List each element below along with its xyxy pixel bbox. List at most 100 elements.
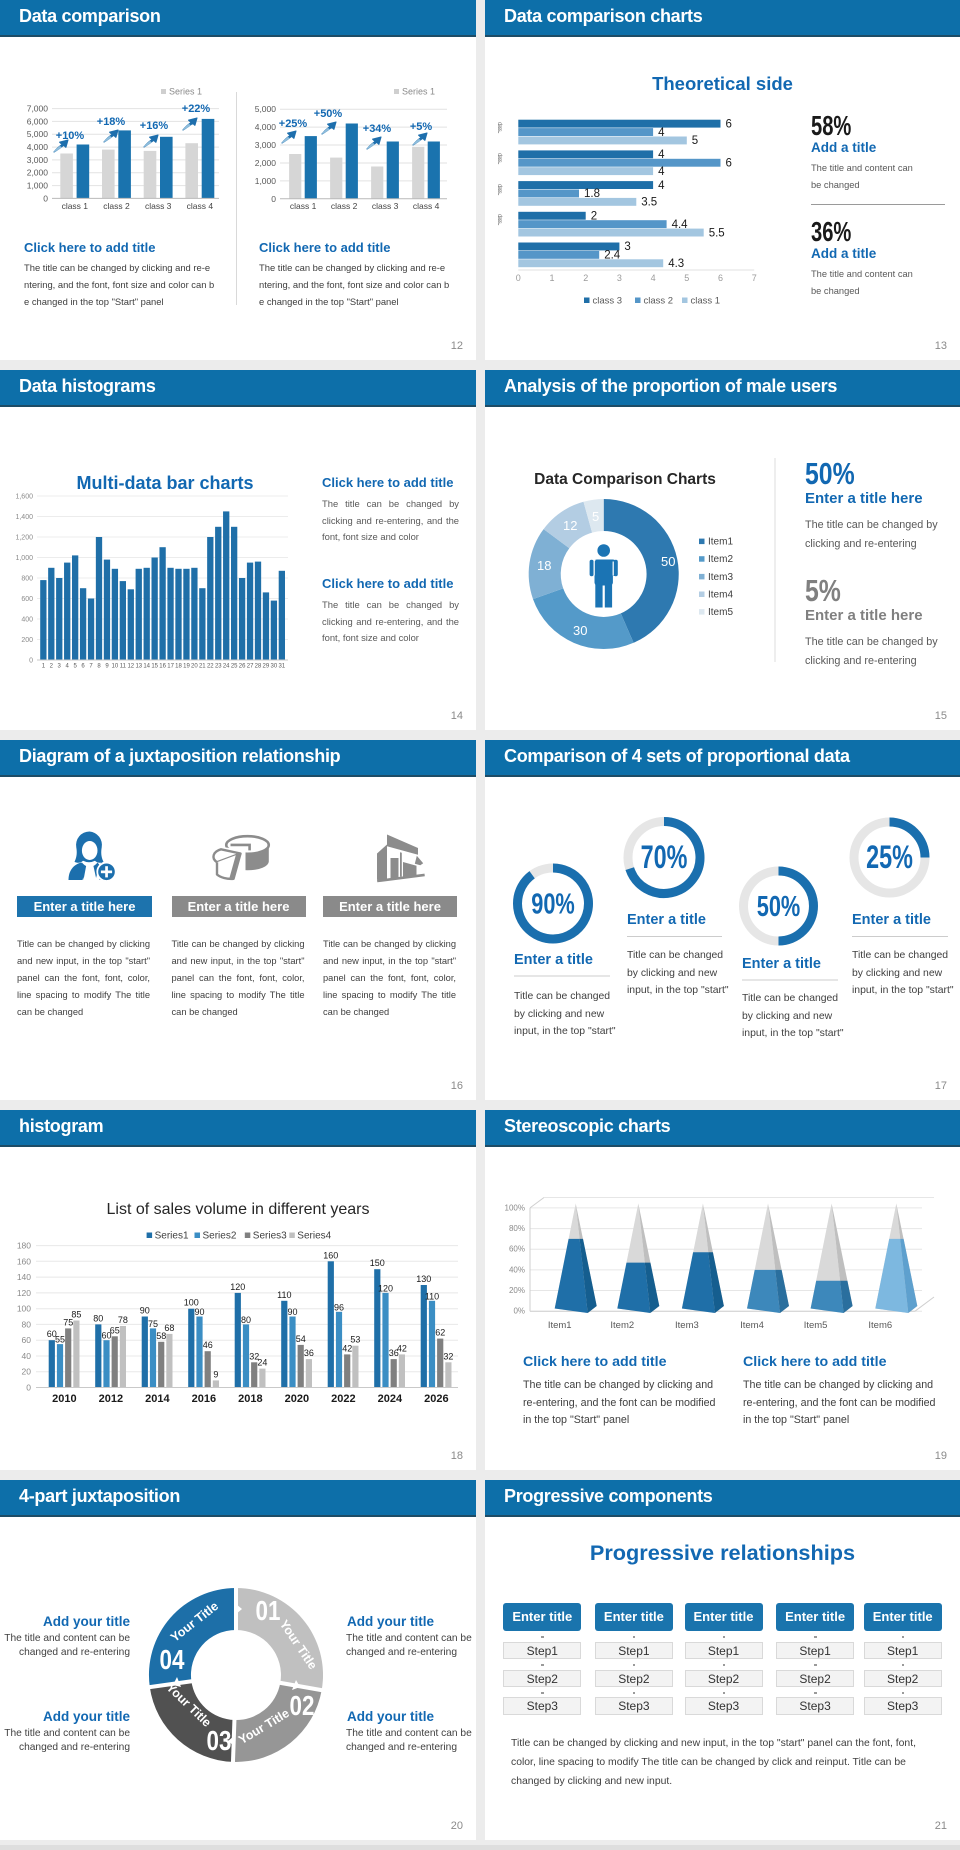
svg-text:30: 30	[573, 623, 587, 638]
svg-text:80: 80	[22, 1319, 32, 1329]
svg-text:60: 60	[101, 1331, 111, 1341]
svg-text:36: 36	[304, 1348, 314, 1358]
svg-text:6: 6	[726, 118, 732, 130]
svg-text:31: 31	[278, 664, 285, 670]
svg-text:class...: class...	[496, 122, 502, 134]
svg-text:25%: 25%	[866, 839, 913, 874]
svg-text:28: 28	[255, 664, 262, 670]
svg-text:class 2: class 2	[331, 201, 358, 211]
svg-text:Series1: Series1	[155, 1231, 189, 1242]
svg-text:5,000: 5,000	[27, 129, 49, 139]
svg-text:Item3: Item3	[675, 1320, 699, 1331]
svg-text:32: 32	[443, 1351, 453, 1361]
svg-text:4: 4	[658, 180, 665, 192]
svg-text:Item2: Item2	[610, 1320, 634, 1331]
svg-text:90: 90	[140, 1306, 150, 1316]
svg-text:85: 85	[71, 1310, 81, 1320]
svg-text:3: 3	[617, 273, 622, 283]
svg-text:17: 17	[167, 664, 174, 670]
svg-text:2026: 2026	[424, 1393, 448, 1405]
svg-text:1,000: 1,000	[15, 555, 33, 562]
svg-text:14: 14	[143, 664, 150, 670]
svg-text:3,000: 3,000	[27, 155, 49, 165]
svg-text:7,000: 7,000	[27, 104, 49, 114]
svg-text:200: 200	[21, 637, 33, 644]
svg-text:7: 7	[89, 664, 93, 670]
svg-text:04: 04	[160, 1645, 185, 1676]
svg-text:70%: 70%	[641, 839, 688, 874]
svg-text:0%: 0%	[513, 1307, 525, 1316]
svg-text:4.3: 4.3	[668, 258, 684, 270]
svg-text:50%: 50%	[757, 891, 801, 923]
svg-text:24: 24	[223, 664, 230, 670]
svg-text:2014: 2014	[145, 1393, 170, 1405]
svg-text:65: 65	[110, 1325, 120, 1335]
svg-text:5: 5	[684, 273, 689, 283]
svg-text:1,400: 1,400	[15, 514, 33, 521]
svg-text:90%: 90%	[531, 889, 575, 921]
svg-text:75: 75	[63, 1317, 73, 1327]
svg-text:160: 160	[17, 1256, 31, 1266]
svg-text:19: 19	[183, 664, 190, 670]
svg-text:5: 5	[592, 509, 599, 524]
svg-text:class...: class...	[496, 184, 502, 196]
svg-text:20%: 20%	[509, 1286, 525, 1295]
svg-text:100: 100	[184, 1298, 199, 1308]
svg-text:Item3: Item3	[708, 572, 733, 583]
svg-text:30: 30	[271, 664, 278, 670]
svg-text:2024: 2024	[378, 1393, 403, 1405]
svg-text:4: 4	[658, 127, 665, 139]
svg-text:class 2: class 2	[103, 201, 130, 211]
svg-text:4: 4	[651, 273, 656, 283]
svg-text:11: 11	[120, 664, 127, 670]
svg-text:23: 23	[215, 664, 222, 670]
svg-text:4.4: 4.4	[672, 219, 689, 231]
svg-text:100%: 100%	[505, 1203, 525, 1212]
svg-text:29: 29	[263, 664, 270, 670]
svg-text:5: 5	[74, 664, 78, 670]
svg-text:78: 78	[118, 1315, 128, 1325]
svg-text:130: 130	[416, 1274, 431, 1284]
svg-text:4,000: 4,000	[27, 142, 49, 152]
svg-text:110: 110	[277, 1290, 291, 1300]
svg-text:+25%: +25%	[279, 118, 308, 130]
svg-text:2: 2	[583, 273, 588, 283]
svg-text:120: 120	[230, 1282, 245, 1292]
svg-text:15: 15	[151, 664, 158, 670]
svg-text:16: 16	[159, 664, 166, 670]
svg-text:1,600: 1,600	[15, 494, 33, 501]
svg-text:96: 96	[334, 1302, 344, 1312]
svg-text:9: 9	[105, 664, 109, 670]
svg-text:class 3: class 3	[372, 201, 399, 211]
svg-text:3: 3	[58, 664, 62, 670]
svg-text:Series4: Series4	[297, 1231, 331, 1242]
svg-text:+34%: +34%	[363, 123, 392, 135]
svg-text:0: 0	[26, 1383, 31, 1393]
svg-text:12: 12	[127, 664, 134, 670]
svg-text:53: 53	[350, 1335, 360, 1345]
svg-text:class 3: class 3	[145, 201, 172, 211]
svg-text:Item6: Item6	[868, 1320, 892, 1331]
svg-text:40%: 40%	[509, 1265, 525, 1274]
svg-text:62: 62	[435, 1328, 445, 1338]
svg-text:60: 60	[47, 1329, 57, 1339]
svg-text:80%: 80%	[509, 1224, 525, 1233]
svg-text:1,200: 1,200	[15, 535, 33, 542]
svg-text:class...: class...	[496, 153, 502, 165]
svg-text:0: 0	[271, 194, 276, 204]
svg-text:1.8: 1.8	[584, 188, 600, 200]
svg-text:+10%: +10%	[56, 130, 85, 142]
svg-text:800: 800	[21, 576, 33, 583]
svg-text:27: 27	[247, 664, 254, 670]
svg-text:25: 25	[231, 664, 238, 670]
svg-text:Series2: Series2	[203, 1231, 237, 1242]
svg-text:6: 6	[718, 273, 723, 283]
svg-text:110: 110	[425, 1291, 439, 1301]
svg-text:Item4: Item4	[740, 1320, 764, 1331]
svg-text:55: 55	[55, 1335, 65, 1345]
svg-text:01: 01	[256, 1596, 281, 1627]
svg-text:10: 10	[112, 664, 119, 670]
svg-text:Item2: Item2	[708, 554, 733, 565]
svg-text:6: 6	[81, 664, 85, 670]
svg-text:2022: 2022	[331, 1393, 355, 1405]
